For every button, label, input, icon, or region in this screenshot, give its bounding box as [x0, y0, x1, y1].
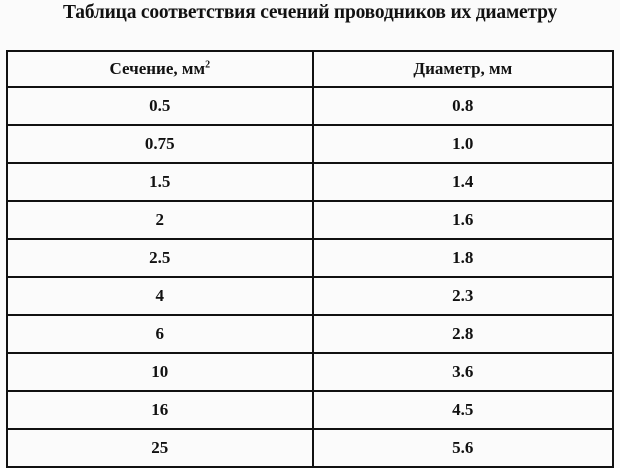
cell-diameter: 4.5: [311, 390, 615, 430]
table-row: 2.5 1.8: [6, 238, 615, 278]
cell-section: 1.5: [6, 162, 314, 202]
table-row: 6 2.8: [6, 314, 615, 354]
table-row: 1.5 1.4: [6, 162, 615, 202]
cell-section: 6: [6, 314, 314, 354]
header-section-label: Сечение, мм: [109, 59, 206, 78]
cell-section: 0.75: [6, 124, 314, 164]
page-title: Таблица соответствия сечений проводников…: [62, 2, 558, 23]
table-row: 25 5.6: [6, 428, 615, 468]
cell-diameter: 0.8: [311, 86, 615, 126]
cell-diameter: 2.3: [311, 276, 615, 316]
table-row: 2 1.6: [6, 200, 615, 240]
cell-section: 10: [6, 352, 314, 392]
table-header-row: Сечение, мм2 Диаметр, мм: [6, 50, 615, 88]
cell-diameter: 3.6: [311, 352, 615, 392]
cell-section: 2.5: [6, 238, 314, 278]
header-section: Сечение, мм2: [6, 50, 314, 88]
conductor-table: Сечение, мм2 Диаметр, мм 0.5 0.8 0.75 1.0 1.…: [6, 50, 615, 468]
table-row: 0.75 1.0: [6, 124, 615, 164]
table-row: 4 2.3: [6, 276, 615, 316]
table-row: 10 3.6: [6, 352, 615, 392]
cell-diameter: 2.8: [311, 314, 615, 354]
cell-diameter: 1.6: [311, 200, 615, 240]
cell-section: 0.5: [6, 86, 314, 126]
cell-section: 4: [6, 276, 314, 316]
cell-diameter: 5.6: [311, 428, 615, 468]
cell-diameter: 1.0: [311, 124, 615, 164]
header-section-sup: 2: [205, 59, 211, 71]
table-row: 16 4.5: [6, 390, 615, 430]
cell-section: 16: [6, 390, 314, 430]
header-diameter: Диаметр, мм: [311, 50, 615, 88]
table-row: 0.5 0.8: [6, 86, 615, 126]
cell-diameter: 1.4: [311, 162, 615, 202]
cell-diameter: 1.8: [311, 238, 615, 278]
cell-section: 2: [6, 200, 314, 240]
cell-section: 25: [6, 428, 314, 468]
